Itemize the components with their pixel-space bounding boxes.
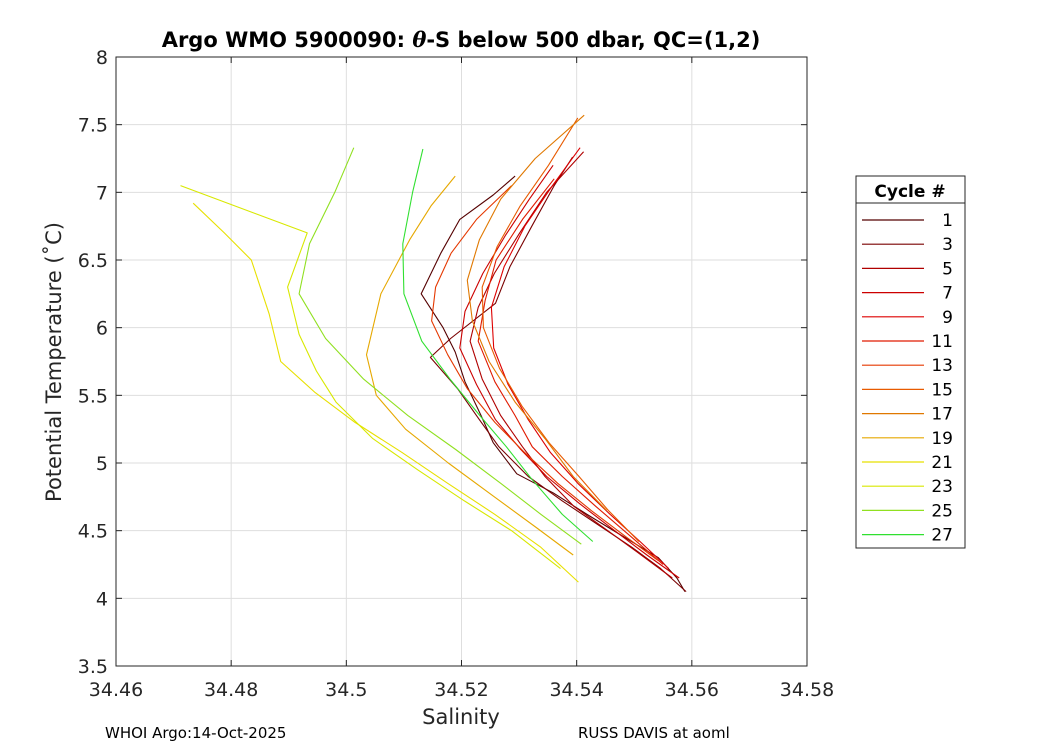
- x-tick-label: 34.56: [665, 679, 719, 701]
- x-tick-label: 34.46: [89, 679, 143, 701]
- legend-label-cycle-23: 23: [931, 477, 953, 497]
- series-line-cycle-23: [180, 185, 561, 570]
- ticks: 34.46 34.48 34.5 34.52 34.54 34.56 34.58 3.5 4 4.…: [78, 47, 834, 701]
- legend-label-cycle-11: 11: [931, 332, 953, 352]
- series-line-cycle-5: [469, 151, 673, 579]
- x-tick-label: 34.5: [325, 679, 367, 701]
- x-axis-label: Salinity: [422, 705, 500, 729]
- series-line-cycle-7: [459, 164, 680, 579]
- y-tick-label: 6: [96, 318, 108, 340]
- legend-label-cycle-25: 25: [931, 501, 953, 521]
- legend-label-cycle-1: 1: [942, 211, 953, 231]
- series-line-cycle-13: [431, 185, 659, 561]
- chart-title: Argo WMO 5900090: θ-S below 500 dbar, QC…: [162, 27, 761, 52]
- y-tick-label: 4.5: [78, 521, 108, 543]
- y-tick-label: 3.5: [78, 656, 108, 678]
- x-tick-label: 34.54: [549, 679, 603, 701]
- y-tick-label: 6.5: [78, 250, 108, 272]
- series-line-cycle-21: [192, 202, 579, 583]
- legend-title: Cycle #: [874, 182, 945, 202]
- y-tick-label: 8: [96, 47, 108, 69]
- y-tick-label: 7: [96, 182, 108, 204]
- series-line-cycle-9: [490, 147, 670, 570]
- y-tick-label: 5.5: [78, 385, 108, 407]
- x-tick-label: 34.52: [434, 679, 488, 701]
- footer-left: WHOI Argo:14-Oct-2025: [105, 724, 287, 742]
- series-line-cycle-27: [402, 148, 594, 542]
- legend-label-cycle-3: 3: [942, 235, 953, 255]
- legend-label-cycle-9: 9: [942, 308, 953, 328]
- legend-label-cycle-19: 19: [931, 429, 953, 449]
- series-line-cycle-15: [481, 117, 640, 542]
- series-line-cycle-11: [477, 178, 664, 565]
- series-line-cycle-17: [466, 114, 607, 511]
- title-theta-symbol: θ: [412, 27, 426, 52]
- series-line-cycle-25: [298, 147, 582, 545]
- y-tick-label: 7.5: [78, 115, 108, 137]
- legend-label-cycle-13: 13: [931, 356, 953, 376]
- x-tick-label: 34.58: [780, 679, 834, 701]
- series-layer: [180, 114, 687, 593]
- legend-label-cycle-5: 5: [942, 259, 953, 279]
- y-axis-label: Potential Temperature (˚C): [42, 222, 66, 502]
- y-tick-label: 5: [96, 453, 108, 475]
- legend-label-cycle-7: 7: [942, 284, 953, 304]
- legend-label-cycle-17: 17: [931, 405, 953, 425]
- legend-label-cycle-21: 21: [931, 453, 953, 473]
- legend-label-cycle-27: 27: [931, 526, 953, 546]
- title-part-3: -S below 500 dbar, QC=(1,2): [426, 28, 760, 52]
- title-part-1: Argo WMO 5900090:: [162, 28, 413, 52]
- series-line-cycle-19: [365, 175, 574, 556]
- y-tick-label: 4: [96, 588, 108, 610]
- legend-label-cycle-15: 15: [931, 380, 953, 400]
- footer-right: RUSS DAVIS at aoml: [578, 724, 730, 742]
- x-tick-label: 34.48: [204, 679, 258, 701]
